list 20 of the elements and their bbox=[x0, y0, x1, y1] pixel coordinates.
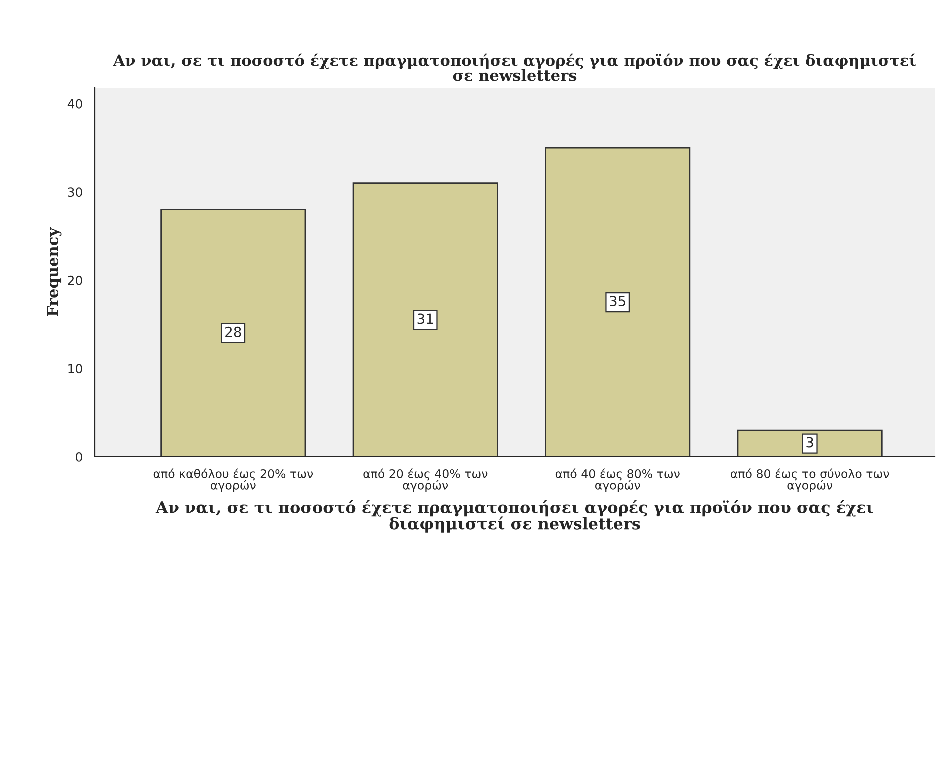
bar bbox=[352, 182, 498, 457]
y-tick-label: 20 bbox=[68, 276, 82, 286]
data-label: 28 bbox=[226, 326, 242, 338]
chart-title: Αν ναι, σε τι ποσοστό έχετε πραγματοποιήσει αγορές για προϊόν που σας έχει διαφημιστεί σε newsletters bbox=[113, 54, 916, 82]
data-label: 3 bbox=[806, 437, 814, 448]
y-tick-label: 40 bbox=[68, 99, 82, 109]
x-tick-label: από 40 έως 80% των αγορών bbox=[556, 468, 680, 492]
data-label: 35 bbox=[610, 296, 626, 307]
data-label: 31 bbox=[418, 314, 434, 324]
x-tick-label: από 20 έως 40% των αγορών bbox=[364, 468, 488, 492]
x-axis-title: Αν ναι, σε τι ποσοστό έχετε πραγματοποιήσει αγορές για προϊόν που σας έχει διαφημιστεί σε newsletters bbox=[156, 500, 874, 533]
bar bbox=[545, 147, 691, 457]
bar bbox=[160, 209, 306, 457]
y-tick-label: 30 bbox=[68, 188, 82, 198]
x-tick-label: από 80 έως το σύνολο των αγορών bbox=[731, 468, 890, 492]
bar bbox=[737, 430, 883, 457]
x-tick-label: από καθόλου έως 20% των αγορών bbox=[154, 468, 314, 492]
y-tick-label: 0 bbox=[76, 452, 82, 462]
y-tick-label: 10 bbox=[68, 364, 82, 374]
y-axis-title: Frequency bbox=[47, 228, 62, 316]
